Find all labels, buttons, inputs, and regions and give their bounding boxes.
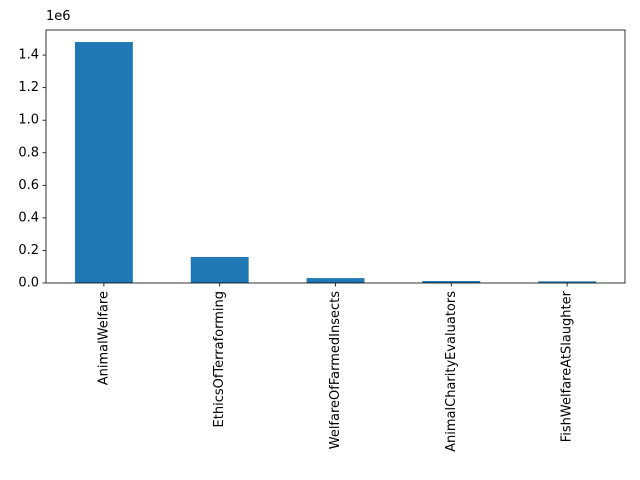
bar — [190, 256, 249, 283]
bar — [306, 278, 365, 283]
y-tick-label: 0.6 — [18, 178, 39, 193]
y-tick-label: 0.4 — [18, 210, 39, 225]
bar — [74, 42, 133, 283]
y-tick-label: 1.4 — [18, 48, 39, 63]
x-tick-label: WelfareOfFarmedInsects — [328, 291, 343, 449]
x-tick-label: FishWelfareAtSlaughter — [560, 290, 575, 442]
y-tick-label: 1.0 — [18, 113, 39, 128]
y-tick-label: 0.2 — [18, 243, 39, 258]
y-tick-label: 0.0 — [18, 276, 39, 291]
x-tick-label: EthicsOfTerraforming — [212, 291, 227, 427]
axis-offset-label: 1e6 — [46, 9, 71, 24]
x-tick-label: AnimalCharityEvaluators — [444, 291, 459, 452]
y-tick-label: 1.2 — [18, 80, 39, 95]
y-tick-label: 0.8 — [18, 145, 39, 160]
bar — [538, 281, 597, 283]
x-tick-label: AnimalWelfare — [96, 291, 111, 385]
plot-frame — [45, 29, 626, 284]
bar — [422, 281, 481, 283]
